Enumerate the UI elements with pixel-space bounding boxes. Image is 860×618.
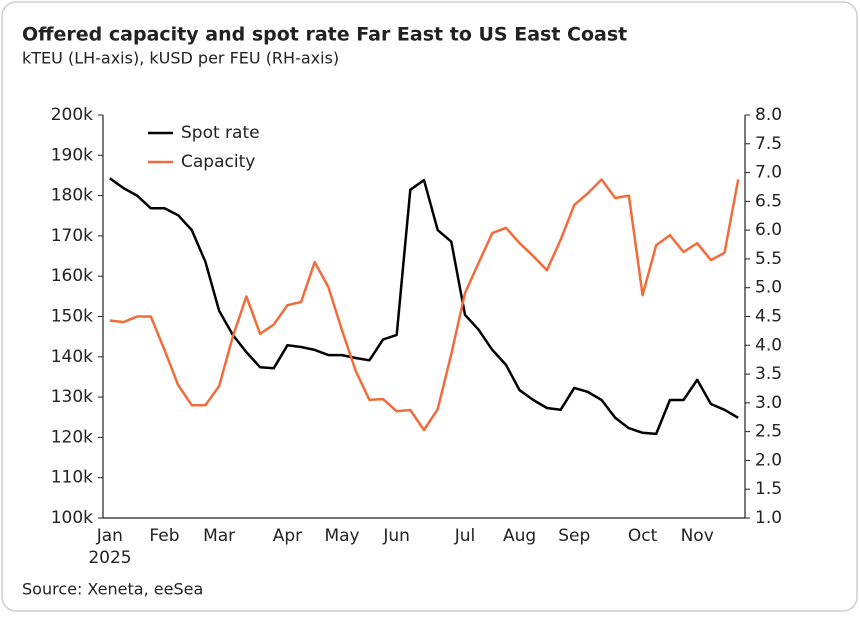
y2-tick-label: 7.5 bbox=[755, 134, 782, 154]
x-tick-label: Oct bbox=[628, 526, 658, 546]
y-tick-label: 130k bbox=[51, 387, 93, 407]
legend-label: Spot rate bbox=[181, 123, 260, 143]
x-tick-label: May bbox=[324, 526, 359, 546]
y2-tick-label: 8.0 bbox=[755, 105, 782, 125]
y2-tick-label: 5.5 bbox=[755, 249, 782, 269]
y2-tick-label: 1.0 bbox=[755, 508, 782, 528]
y-tick-label: 190k bbox=[51, 145, 93, 165]
y-tick-label: 180k bbox=[51, 186, 93, 206]
y-tick-label: 100k bbox=[51, 508, 93, 528]
y-tick-label: 120k bbox=[51, 427, 93, 447]
source: Source: Xeneta, eeSea bbox=[22, 580, 203, 599]
series-line bbox=[109, 178, 740, 432]
y2-tick-label: 3.0 bbox=[755, 393, 782, 413]
y2-tick-label: 6.0 bbox=[755, 220, 782, 240]
x-tick-label: Jul bbox=[454, 526, 476, 546]
y2-tick-label: 3.5 bbox=[755, 364, 782, 384]
x-tick-label: Jun bbox=[382, 526, 410, 546]
y2-tick-label: 2.0 bbox=[755, 450, 782, 470]
y-tick-label: 200k bbox=[51, 105, 93, 125]
chart-title: Offered capacity and spot rate Far East … bbox=[22, 24, 627, 46]
x-tick-label: Sep bbox=[558, 526, 590, 546]
y2-tick-label: 5.0 bbox=[755, 278, 782, 298]
x-tick-label: Apr bbox=[273, 526, 302, 546]
y2-tick-label: 4.0 bbox=[755, 335, 782, 355]
y-tick-label: 170k bbox=[51, 226, 93, 246]
y-tick-label: 150k bbox=[51, 307, 93, 327]
y-tick-label: 160k bbox=[51, 266, 93, 286]
x-tick-label: Nov bbox=[681, 526, 714, 546]
year-label: 2025 bbox=[88, 548, 131, 568]
x-tick-label: Jan bbox=[96, 526, 123, 546]
y2-tick-label: 1.5 bbox=[755, 479, 782, 499]
x-tick-label: Feb bbox=[149, 526, 179, 546]
x-tick-label: Aug bbox=[503, 526, 536, 546]
y2-tick-label: 6.5 bbox=[755, 191, 782, 211]
x-tick-label: Mar bbox=[203, 526, 235, 546]
legend-label: Capacity bbox=[181, 152, 255, 172]
series-line bbox=[109, 177, 739, 436]
y-tick-label: 140k bbox=[51, 347, 93, 367]
y2-tick-label: 4.5 bbox=[755, 307, 782, 327]
y-tick-label: 110k bbox=[51, 468, 93, 488]
chart-subtitle: kTEU (LH-axis), kUSD per FEU (RH-axis) bbox=[22, 49, 339, 68]
y2-tick-label: 7.0 bbox=[755, 163, 782, 183]
y2-tick-label: 2.5 bbox=[755, 422, 782, 442]
